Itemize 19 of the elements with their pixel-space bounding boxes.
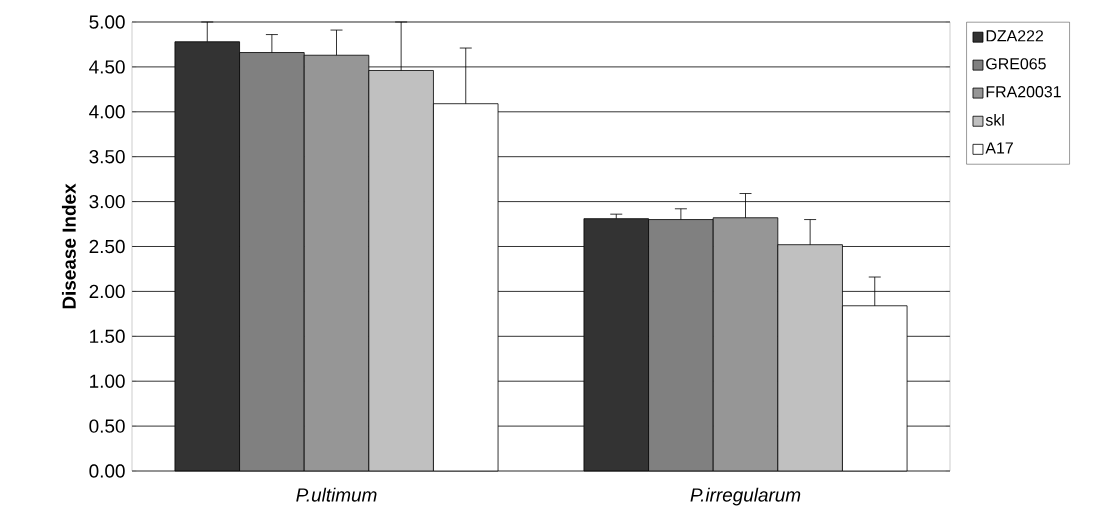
y-tick-label: 3.00 xyxy=(89,194,125,209)
legend-label: skl xyxy=(985,114,1004,126)
y-tick-label: 4.00 xyxy=(89,105,125,119)
legend-label: GRE065 xyxy=(986,58,1046,70)
y-tick-label: 5.00 xyxy=(89,15,125,29)
y-tick-label: 1.00 xyxy=(90,374,125,388)
y-tick-label: 2.00 xyxy=(89,284,125,299)
legend-label: A17 xyxy=(985,142,1013,154)
y-tick-label: 4.50 xyxy=(89,60,125,74)
x-tick-label: P.irregularum xyxy=(690,487,801,506)
y-tick-label: 1.50 xyxy=(90,329,125,343)
y-tick-label: 2.50 xyxy=(89,239,125,254)
x-tick-label: P.ultimum xyxy=(296,487,377,502)
legend-label: DZA222 xyxy=(986,30,1044,42)
y-tick-label: 0.50 xyxy=(89,419,125,433)
y-axis-title: Disease Index xyxy=(61,183,76,309)
y-tick-label: 3.50 xyxy=(89,149,125,164)
y-tick-label: 0.00 xyxy=(89,464,125,478)
legend-label: FRA20031 xyxy=(986,86,1061,98)
